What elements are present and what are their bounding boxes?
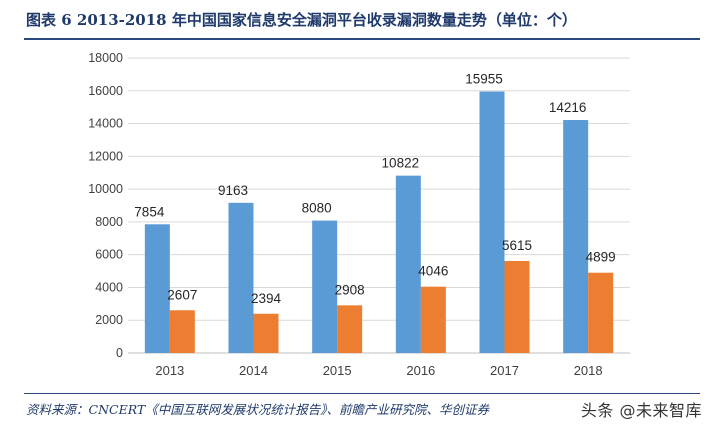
x-tick-label: 2018 (574, 363, 603, 378)
y-tick-label: 2000 (95, 313, 123, 327)
figure-title: 图表 6 2013-2018 年中国国家信息安全漏洞平台收录漏洞数量走势（单位：… (26, 11, 577, 29)
y-tick-label: 14000 (88, 117, 123, 131)
bar-series-0-2016 (395, 175, 421, 353)
bar-series-1-2016 (420, 286, 446, 353)
bar-series-0-2014 (228, 202, 254, 353)
data-label: 7854 (134, 204, 165, 219)
y-tick-label: 16000 (88, 84, 123, 98)
x-tick-label: 2014 (239, 363, 268, 378)
title-rule (24, 38, 700, 40)
data-label: 9163 (218, 183, 248, 198)
bar-series-1-2018 (588, 272, 614, 353)
bar-series-1-2017 (504, 260, 530, 353)
y-tick-label: 8000 (95, 215, 123, 229)
y-tick-label: 10000 (88, 182, 123, 196)
data-label: 5615 (502, 238, 532, 253)
bar-series-0-2017 (479, 91, 505, 354)
bar-series-0-2013 (144, 224, 170, 353)
y-tick-label: 18000 (88, 51, 123, 65)
source-note: 资料来源：CNCERT《中国互联网发展状况统计报告》、前瞻产业研究院、华创证券 (26, 402, 489, 417)
data-label: 10822 (382, 156, 420, 171)
source-rule (24, 393, 700, 394)
data-label: 2908 (335, 282, 365, 297)
data-label: 15955 (465, 72, 503, 87)
x-tick-label: 2015 (323, 363, 352, 378)
y-tick-label: 0 (116, 346, 123, 360)
bar-series-1-2014 (253, 313, 279, 353)
bar-series-0-2018 (563, 120, 589, 353)
watermark: 头条 @未来智库 (580, 401, 702, 420)
data-label: 4046 (418, 264, 448, 279)
x-tick-label: 2017 (490, 363, 519, 378)
y-tick-label: 12000 (88, 149, 123, 163)
data-label: 8080 (302, 201, 332, 216)
bar-series-1-2013 (169, 310, 195, 353)
x-tick-label: 2016 (406, 363, 435, 378)
bar-chart: 0 2000 4000 6000 8000 10000 12000 14000 16000 180… (88, 51, 630, 378)
data-label: 4899 (586, 250, 616, 265)
x-tick-label: 2013 (155, 363, 184, 378)
chart-area: 0 2000 4000 6000 8000 10000 12000 14000 16000 180… (70, 43, 650, 389)
data-label: 14216 (549, 100, 587, 115)
data-label: 2607 (167, 287, 197, 302)
y-tick-label: 6000 (95, 248, 123, 262)
y-tick-label: 4000 (95, 280, 123, 294)
bar-series-0-2015 (312, 220, 338, 353)
bar-series-1-2015 (337, 305, 363, 353)
data-label: 2394 (251, 291, 282, 306)
